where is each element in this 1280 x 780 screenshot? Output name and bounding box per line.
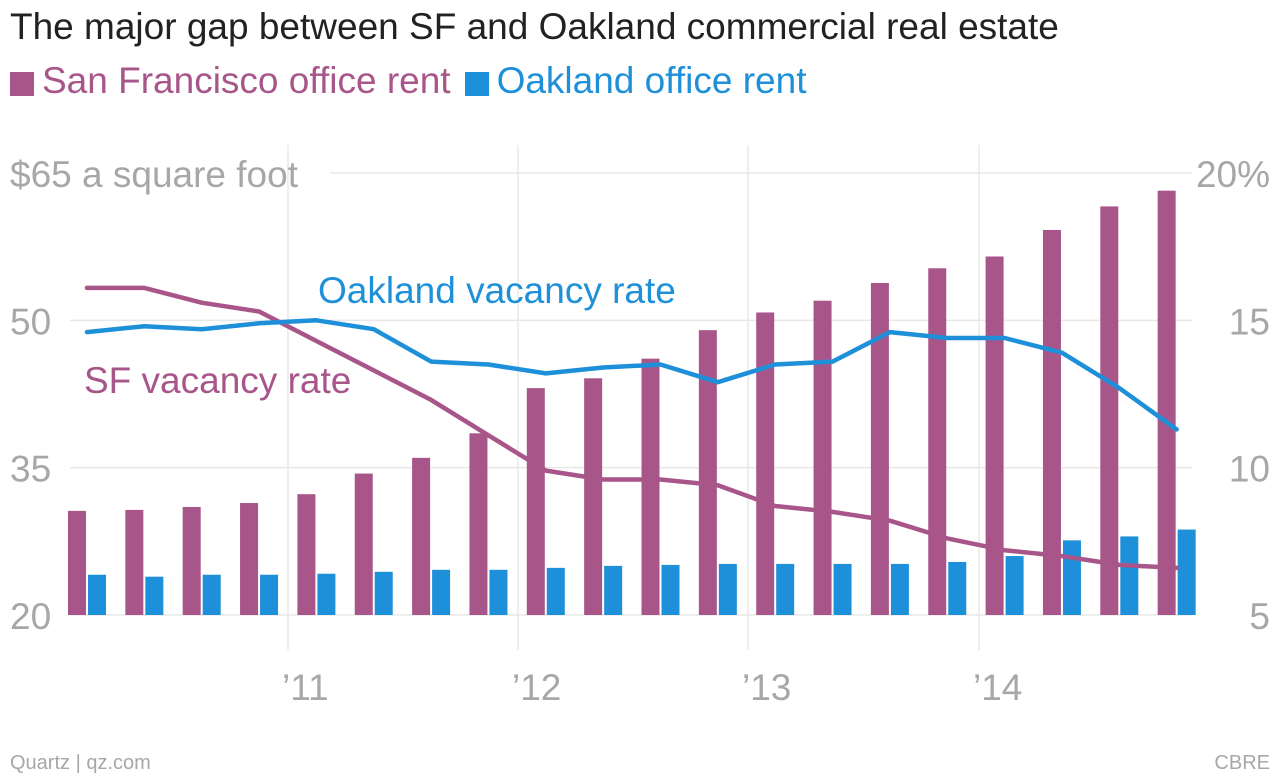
- bar-oakland-rent: [776, 563, 795, 615]
- legend-swatch-sf-rent: [10, 72, 34, 96]
- bar-oakland-rent: [1062, 540, 1081, 615]
- bar-sf-rent: [354, 473, 373, 615]
- bar-oakland-rent: [88, 574, 106, 615]
- bar-sf-rent: [526, 388, 545, 615]
- bar-sf-rent: [985, 256, 1004, 615]
- bar-sf-rent: [469, 433, 488, 615]
- bar-sf-rent: [928, 268, 947, 615]
- line-oakland-vacancy: [84, 318, 1179, 432]
- x-axis-tick-label: ’14: [973, 667, 1022, 708]
- right-axis-tick-label: 10: [1229, 449, 1270, 490]
- legend-swatch-oakland-rent: [464, 72, 489, 96]
- x-axis-tick-label: ’13: [742, 667, 791, 708]
- bar-sf-rent: [641, 358, 660, 615]
- legend-item-sf-rent: San Francisco office rent: [10, 60, 451, 102]
- bar-oakland-rent: [260, 574, 279, 615]
- bar-oakland-rent: [661, 564, 680, 615]
- legend-item-oakland-rent: Oakland office rent: [464, 60, 807, 102]
- bar-oakland-rent: [317, 573, 336, 615]
- legend: San Francisco office rent Oakland office…: [10, 60, 820, 102]
- bar-oakland-rent: [833, 563, 852, 615]
- bar-oakland-rent: [432, 569, 451, 615]
- bar-oakland-rent: [546, 567, 565, 615]
- bar-sf-rent: [240, 503, 259, 615]
- left-axis-tick-label: 50: [10, 301, 51, 342]
- bar-sf-rent: [1042, 229, 1061, 616]
- x-axis-tick-label: ’11: [282, 667, 329, 708]
- bar-sf-rent: [756, 312, 775, 615]
- left-axis-tick-label: 35: [10, 449, 51, 490]
- bar-sf-rent: [870, 283, 889, 615]
- x-axis-tick-label: ’12: [512, 667, 561, 708]
- bar-oakland-rent: [1005, 556, 1024, 615]
- footer-credit: Quartz | qz.com: [10, 752, 151, 774]
- bar-sf-rent: [68, 510, 86, 615]
- left-axis-tick-label: $65 a square foot: [10, 154, 299, 195]
- bar-oakland-rent: [374, 571, 393, 615]
- bar-sf-rent: [1100, 206, 1119, 615]
- bar-oakland-rent: [948, 561, 967, 615]
- bar-sf-rent: [297, 494, 316, 615]
- bar-oakland-rent: [890, 563, 909, 615]
- label-sf-vacancy: SF vacancy rate: [84, 360, 351, 401]
- legend-label-oakland-rent: Oakland office rent: [496, 60, 807, 101]
- bar-sf-rent: [182, 506, 201, 615]
- bar-sf-rent: [698, 330, 717, 615]
- left-axis-tick-label: 20: [10, 596, 51, 637]
- footer-source: CBRE: [1214, 752, 1270, 774]
- chart-title: The major gap between SF and Oakland com…: [10, 6, 1059, 47]
- right-axis-tick-label: 5: [1249, 596, 1270, 637]
- bar-sf-rent: [125, 509, 144, 615]
- bar-sf-rent: [412, 457, 431, 615]
- right-axis-tick-label: 20%: [1196, 154, 1270, 195]
- bar-oakland-rent: [604, 565, 623, 615]
- bar-oakland-rent: [718, 563, 737, 615]
- bar-sf-rent: [584, 378, 603, 615]
- line-sf-vacancy: [84, 285, 1179, 571]
- right-axis-tick-label: 15: [1229, 301, 1270, 342]
- label-oakland-vacancy: Oakland vacancy rate: [318, 270, 676, 311]
- legend-label-sf-rent: San Francisco office rent: [42, 60, 451, 101]
- bar-sf-rent: [813, 300, 832, 615]
- bar-oakland-rent: [489, 569, 508, 615]
- bar-oakland-rent: [1177, 529, 1196, 615]
- bar-oakland-rent: [1120, 536, 1139, 615]
- bar-sf-rent: [1157, 190, 1176, 615]
- bar-oakland-rent: [202, 574, 221, 615]
- bar-oakland-rent: [145, 576, 164, 615]
